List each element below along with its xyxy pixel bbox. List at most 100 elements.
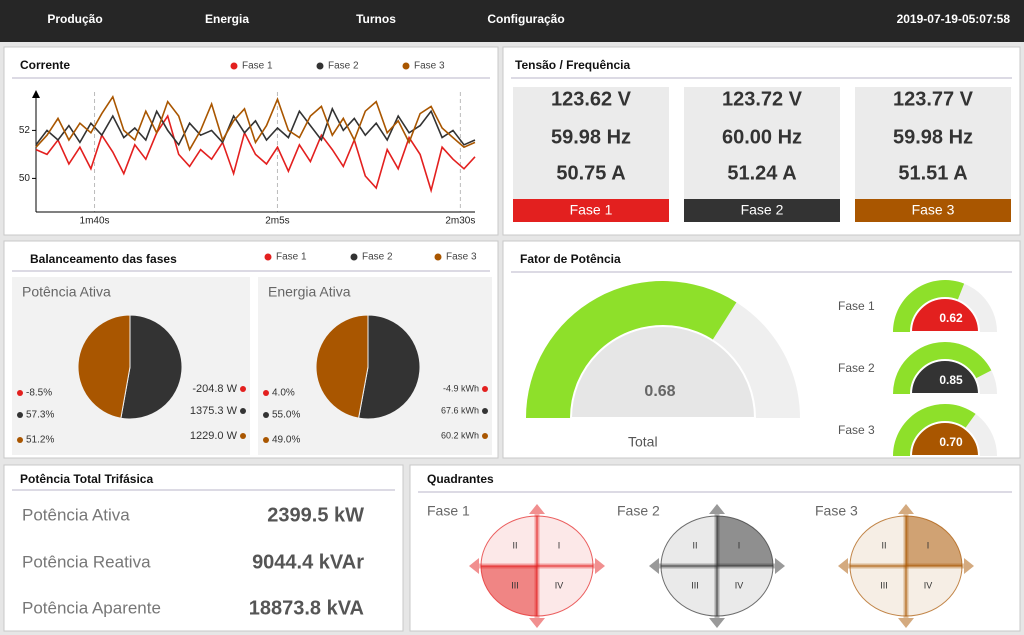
top-bar xyxy=(0,0,1024,42)
quadrant-phase: Fase 1 xyxy=(427,503,470,519)
phase-name: Fase 3 xyxy=(912,202,955,218)
label-dot xyxy=(482,433,488,439)
gauge-value xyxy=(893,279,965,332)
x-tick-label: 2m5s xyxy=(265,216,289,227)
frequency: 59.98 Hz xyxy=(893,126,973,148)
value-label: 1229.0 W xyxy=(190,430,238,442)
legend-label: Fase 3 xyxy=(414,61,445,72)
arrow-head xyxy=(529,504,545,514)
row-label: Potência Reativa xyxy=(22,552,151,571)
quadrant-phase: Fase 3 xyxy=(815,503,858,519)
legend-dot xyxy=(230,62,238,70)
panel-title: Potência Total Trifásica xyxy=(20,472,153,486)
quadrant-label: I xyxy=(558,540,561,550)
legend-label: Fase 2 xyxy=(362,252,393,263)
value-label: -4.9 kWh xyxy=(443,383,479,393)
panel-title: Tensão / Frequência xyxy=(515,58,630,72)
label-dot xyxy=(482,386,488,392)
legend-dot xyxy=(264,253,272,261)
phase-bar xyxy=(684,199,840,222)
gauge-value-label: 0.68 xyxy=(644,383,675,400)
gauge-center xyxy=(909,297,981,333)
current: 50.75 A xyxy=(556,162,625,184)
pie-slice xyxy=(77,314,131,419)
quadrant xyxy=(905,565,963,617)
row-value: 2399.5 kW xyxy=(267,504,364,526)
arrow-head xyxy=(529,618,545,628)
arrow-head xyxy=(898,504,914,514)
nav-item: Produção xyxy=(47,12,102,26)
pie-slice xyxy=(358,314,421,420)
legend-label: Fase 1 xyxy=(242,61,273,72)
quadrant xyxy=(536,515,594,567)
gauge-label: Total xyxy=(628,434,658,450)
label-dot xyxy=(17,412,23,418)
arrow-head xyxy=(964,558,974,574)
frequency: 60.00 Hz xyxy=(722,126,802,148)
panel-title: Fator de Potência xyxy=(520,252,621,266)
y-tick-label: 52 xyxy=(19,125,31,136)
current: 51.51 A xyxy=(898,162,967,184)
label-dot xyxy=(240,386,246,392)
quadrant xyxy=(480,565,538,617)
panel xyxy=(3,464,404,632)
nav-item: Turnos xyxy=(356,12,396,26)
voltage: 123.62 V xyxy=(551,88,632,110)
label-dot xyxy=(17,390,23,396)
gauge-value-label: 0.62 xyxy=(939,311,963,325)
value-label: 1375.3 W xyxy=(190,405,238,417)
legend-label: Fase 1 xyxy=(276,252,307,263)
quadrant xyxy=(905,515,963,567)
quadrant-label: I xyxy=(738,540,741,550)
label-dot xyxy=(240,408,246,414)
legend-dot xyxy=(350,253,358,261)
arrow-head xyxy=(595,558,605,574)
row-value: 18873.8 kVA xyxy=(249,597,364,619)
quadrant-label: IV xyxy=(735,580,744,590)
phase-bar xyxy=(855,199,1011,222)
value-label: 67.6 kWh xyxy=(441,405,479,415)
frequency: 59.98 Hz xyxy=(551,126,631,148)
quadrant xyxy=(849,515,907,567)
gauge-label: Fase 1 xyxy=(838,299,875,313)
quadrant-label: IV xyxy=(924,580,933,590)
phase-bar xyxy=(513,199,669,222)
quadrant-label: III xyxy=(511,580,519,590)
label-dot xyxy=(240,433,246,439)
y-tick-label: 50 xyxy=(19,173,31,184)
value-label: 60.2 kWh xyxy=(441,430,479,440)
legend-dot xyxy=(316,62,324,70)
value-label: -204.8 W xyxy=(192,383,237,395)
quadrant-label: II xyxy=(881,540,886,550)
label-dot xyxy=(263,390,269,396)
percent-label: 51.2% xyxy=(26,435,54,446)
quadrant-label: II xyxy=(692,540,697,550)
arrow-head xyxy=(838,558,848,574)
panel-title: Quadrantes xyxy=(427,472,494,486)
quadrant xyxy=(716,515,774,567)
quadrant xyxy=(536,565,594,617)
quadrant xyxy=(716,565,774,617)
line-series xyxy=(35,106,476,147)
line-series xyxy=(35,114,476,194)
quadrant-label: I xyxy=(927,540,930,550)
row-value: 9044.4 kVAr xyxy=(252,551,364,573)
arrow-head xyxy=(649,558,659,574)
row-label: Potência Ativa xyxy=(22,505,130,524)
percent-label: -8.5% xyxy=(26,388,52,399)
gauge-value xyxy=(893,404,976,456)
label-dot xyxy=(482,408,488,414)
arrow-head xyxy=(709,618,725,628)
arrow-head xyxy=(775,558,785,574)
pie-slice xyxy=(120,314,183,420)
legend-dot xyxy=(402,62,410,70)
y-arrow xyxy=(32,90,40,98)
gauge-label: Fase 3 xyxy=(838,423,875,437)
line-series xyxy=(35,94,476,152)
percent-label: 55.0% xyxy=(272,410,300,421)
quadrant-phase: Fase 2 xyxy=(617,503,660,519)
legend-dot xyxy=(434,253,442,261)
gauge-value-label: 0.70 xyxy=(939,435,963,449)
